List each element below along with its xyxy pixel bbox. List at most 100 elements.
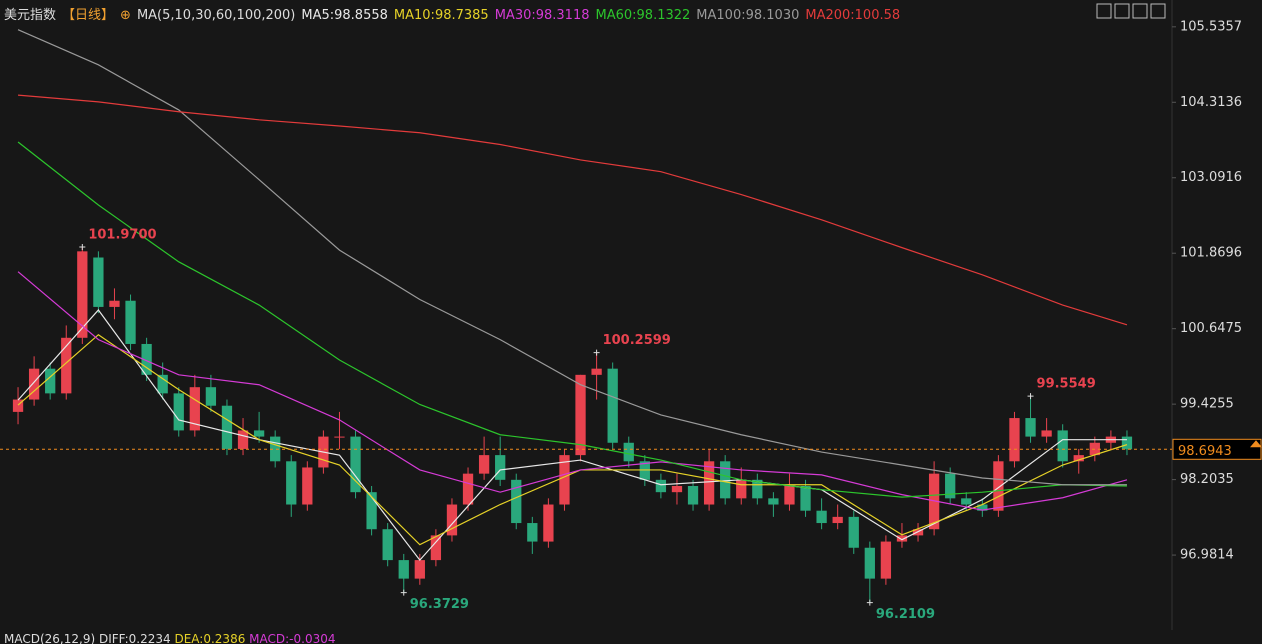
- legend-entry: MA200:100.58: [805, 8, 901, 23]
- candle-body: [382, 529, 393, 561]
- candle-body: [350, 436, 361, 493]
- annotation-label: 100.2599: [603, 333, 671, 348]
- candle-body: [527, 523, 538, 542]
- candle-body: [61, 337, 72, 394]
- icon[interactable]: [1132, 3, 1148, 19]
- legend-entry: MA30:98.3118: [494, 8, 590, 23]
- candle-body: [414, 560, 425, 579]
- icon[interactable]: [1096, 3, 1112, 19]
- ma-line: [17, 94, 1128, 326]
- y-tick-label: 98.2035: [1180, 472, 1234, 487]
- candle-body: [736, 479, 747, 499]
- candle-body: [623, 442, 634, 462]
- toolbar-icons[interactable]: [1096, 3, 1166, 19]
- y-tick-label: 105.5357: [1180, 19, 1242, 34]
- candle-body: [800, 485, 811, 511]
- candle-body: [752, 479, 763, 499]
- legend-entry: MA10:98.7385: [393, 8, 489, 23]
- candle-body: [639, 461, 650, 480]
- candle-body: [462, 473, 474, 505]
- ma-line: [17, 271, 1128, 511]
- icon[interactable]: [1150, 3, 1166, 19]
- candle-body: [45, 368, 56, 394]
- macd-header: MACD(26,12,9) DIFF:0.2234 DEA:0.2386 MAC…: [4, 632, 336, 644]
- current-price-label: 98.6943: [1178, 444, 1232, 459]
- macd-value: MACD:-0.0304: [249, 632, 336, 644]
- candle-body: [864, 547, 875, 579]
- annotation-label: 96.3729: [410, 597, 469, 612]
- candle-body: [768, 498, 779, 505]
- candle-body: [575, 374, 586, 456]
- candle-body: [221, 405, 233, 449]
- period[interactable]: 【日线】: [62, 8, 115, 23]
- candle-body: [1057, 430, 1068, 462]
- candle-body: [253, 430, 265, 437]
- annotation-marker: [1027, 393, 1034, 400]
- add-icon[interactable]: ⊕: [120, 8, 131, 23]
- candle-body: [1009, 418, 1020, 462]
- candle-body: [543, 504, 554, 542]
- candle-body: [511, 479, 522, 524]
- candle-body: [993, 461, 1004, 511]
- candle-body: [237, 430, 249, 449]
- candle-body: [12, 399, 24, 412]
- candle-body: [784, 485, 795, 505]
- annotation-marker: [866, 599, 873, 606]
- candle-body: [896, 535, 908, 542]
- candle-body: [816, 510, 827, 524]
- candle-body: [1121, 436, 1133, 450]
- candle-body: [157, 374, 168, 394]
- candle-body: [703, 461, 715, 505]
- candle-body: [1041, 430, 1052, 437]
- candle-body: [687, 485, 699, 505]
- candle-body: [205, 387, 217, 406]
- y-tick-label: 99.4255: [1180, 397, 1234, 412]
- icon[interactable]: [1114, 3, 1130, 19]
- candle-body: [125, 300, 136, 344]
- candle-body: [832, 516, 843, 524]
- candle-body: [671, 485, 683, 493]
- candle-body: [28, 368, 40, 400]
- y-tick-label: 103.0916: [1180, 170, 1242, 185]
- candle-body: [591, 368, 602, 375]
- annotation-label: 96.2109: [876, 607, 935, 622]
- candle-body: [93, 257, 104, 307]
- ma-line: [17, 29, 1127, 486]
- annotation-label: 99.5549: [1037, 377, 1096, 392]
- y-tick-label: 104.3136: [1180, 95, 1242, 110]
- candle-body: [945, 473, 956, 499]
- candle-body: [495, 455, 506, 480]
- candle-body: [559, 455, 570, 505]
- candle-body: [446, 504, 458, 536]
- macd-label: MACD(26,12,9): [4, 632, 96, 644]
- candle-body: [270, 436, 281, 462]
- candle-body: [334, 436, 345, 438]
- symbol-title: 美元指数: [4, 8, 57, 23]
- annotation-marker: [79, 244, 86, 251]
- candle-body: [77, 251, 88, 338]
- candle-body: [366, 492, 377, 530]
- legend-entry: MA60:98.1322: [595, 8, 691, 23]
- ma-line: [17, 309, 1127, 562]
- annotation-marker: [400, 589, 407, 596]
- annotation-label: 101.9700: [88, 228, 156, 243]
- y-tick-label: 100.6475: [1180, 321, 1242, 336]
- macd-dea: DEA:0.2386: [174, 632, 246, 644]
- candle-body: [478, 455, 490, 474]
- candle-body: [961, 498, 972, 505]
- candle-body: [977, 504, 988, 511]
- candle-body: [848, 516, 859, 548]
- current-price-box: [1172, 438, 1262, 460]
- candle-body: [655, 479, 667, 493]
- annotation-marker: [593, 349, 600, 356]
- candle-body: [302, 467, 313, 505]
- candle-body: [189, 387, 200, 431]
- candle-body: [607, 368, 618, 443]
- candle-body: [720, 461, 731, 499]
- candle-body: [430, 535, 442, 561]
- legend: MA5:98.8558 MA10:98.7385 MA30:98.3118 MA60:…: [301, 8, 906, 23]
- candle-body: [1025, 418, 1036, 437]
